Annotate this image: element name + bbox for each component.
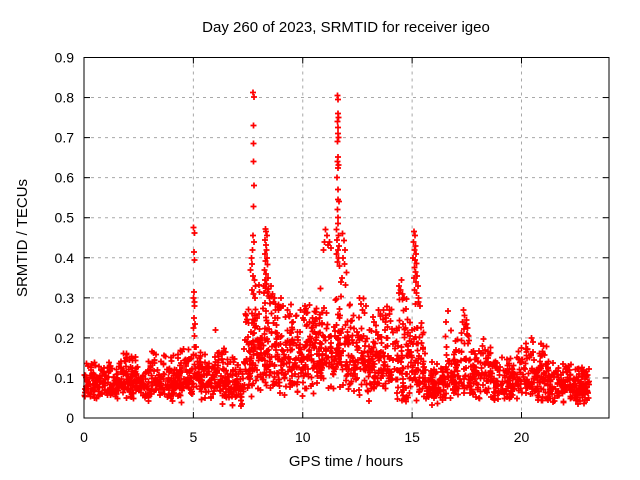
x-tick-label-0: 0 bbox=[80, 429, 88, 445]
y-tick-label-0.6: 0.6 bbox=[55, 170, 75, 186]
y-axis-label: SRMTID / TECUs bbox=[14, 179, 31, 297]
y-tick-label-0.4: 0.4 bbox=[55, 250, 75, 266]
plot-border bbox=[83, 57, 610, 419]
x-tick-label-20: 20 bbox=[514, 429, 530, 445]
scatter-points bbox=[81, 89, 592, 409]
y-tick-label-0.2: 0.2 bbox=[55, 330, 75, 346]
y-tick-label-0.1: 0.1 bbox=[55, 370, 75, 386]
scatter-points-layer bbox=[81, 89, 592, 409]
x-tick-label-5: 5 bbox=[189, 429, 197, 445]
chart-title: Day 260 of 2023, SRMTID for receiver ige… bbox=[202, 19, 490, 36]
x-tick-label-15: 15 bbox=[404, 429, 420, 445]
y-tick-label-0.7: 0.7 bbox=[55, 130, 75, 146]
y-tick-label-0.8: 0.8 bbox=[55, 90, 75, 106]
y-tick-label-0.5: 0.5 bbox=[55, 210, 75, 226]
tick-labels: 0 5 10 15 20 0 0.1 0.2 0.3 0.4 0.5 0.6 0.7 0.8 0.9 bbox=[55, 50, 530, 446]
x-tick-label-10: 10 bbox=[295, 429, 311, 445]
y-tick-label-0.3: 0.3 bbox=[55, 290, 75, 306]
x-axis-label: GPS time / hours bbox=[289, 453, 403, 470]
y-tick-label-0: 0 bbox=[66, 410, 74, 426]
y-tick-label-0.9: 0.9 bbox=[55, 50, 75, 66]
